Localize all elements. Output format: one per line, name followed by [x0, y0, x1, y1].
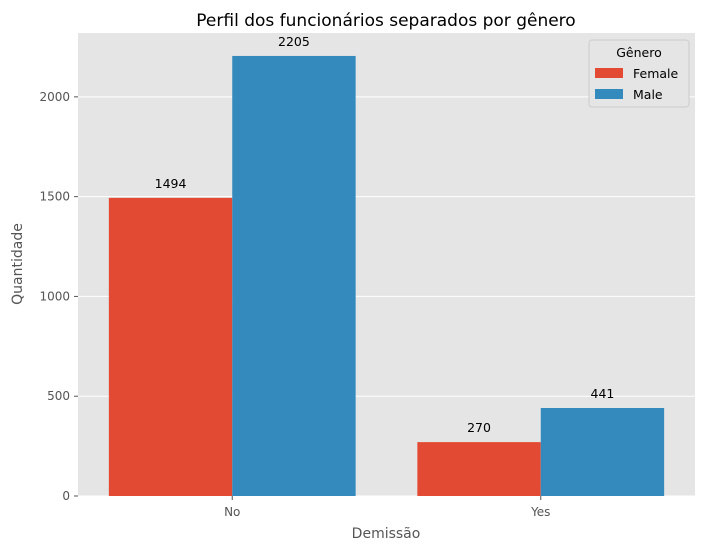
bar-male-yes: [540, 407, 665, 496]
y-tick-label: 0: [62, 489, 70, 503]
legend-title: Gênero: [616, 45, 662, 60]
data-label: 441: [591, 386, 615, 401]
bars: [108, 55, 665, 496]
x-axis-label: Demissão: [352, 526, 421, 542]
data-label: 1494: [155, 176, 187, 191]
bar-female-yes: [417, 442, 541, 496]
y-tick-label: 2000: [39, 90, 70, 104]
y-tick-label: 1500: [39, 190, 70, 204]
legend-label-male: Male: [633, 87, 663, 102]
bar-male-no: [232, 55, 356, 496]
x-axis-ticks: No Yes: [224, 496, 550, 519]
y-axis-label: Quantidade: [10, 223, 26, 305]
data-label: 2205: [278, 34, 310, 49]
data-labels: 1494 2205 270 441: [155, 34, 615, 435]
y-tick-label: 500: [47, 389, 70, 403]
x-tick-label: No: [224, 505, 240, 519]
chart-title: Perfil dos funcionários separados por gê…: [196, 11, 575, 31]
legend: Gênero Female Male: [588, 39, 690, 108]
x-tick-label: Yes: [530, 505, 550, 519]
legend-label-female: Female: [633, 66, 679, 81]
legend-swatch-male: [595, 89, 623, 99]
y-tick-label: 1000: [39, 289, 70, 303]
legend-entries: Female Male: [595, 66, 679, 102]
y-axis-ticks: 0 500 1000 1500 2000: [39, 90, 78, 503]
data-label: 270: [467, 420, 491, 435]
bar-female-no: [108, 197, 233, 496]
legend-swatch-female: [595, 68, 623, 78]
